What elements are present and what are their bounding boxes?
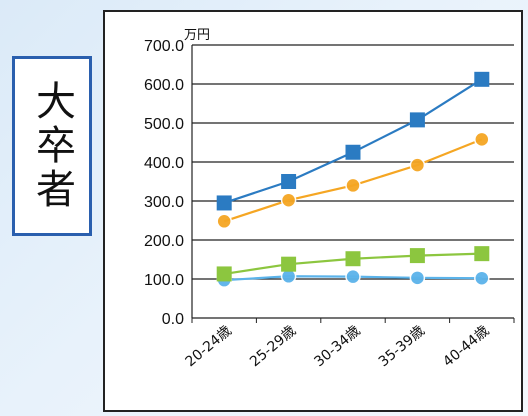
data-point	[474, 71, 490, 87]
data-point	[409, 157, 426, 173]
y-tick-label: 0.0	[162, 311, 184, 328]
data-point	[216, 195, 232, 211]
unit-label: 万円	[184, 28, 210, 43]
data-point	[281, 174, 297, 189]
x-tick-label: 30-34歳	[311, 323, 363, 370]
y-tick-label: 700.0	[144, 38, 184, 55]
y-tick-label: 600.0	[144, 77, 184, 94]
x-tick-label: 20-24歳	[183, 323, 235, 370]
side-label: 大卒者	[29, 80, 75, 212]
data-point	[345, 251, 361, 267]
data-point	[345, 144, 361, 160]
data-point	[409, 248, 425, 264]
x-tick-label: 35-39歳	[376, 323, 428, 370]
x-tick-label: 25-29歳	[247, 323, 299, 370]
data-point	[474, 131, 490, 148]
y-tick-label: 400.0	[144, 155, 184, 172]
data-point	[474, 270, 490, 286]
data-point	[409, 112, 425, 128]
data-point	[345, 268, 361, 285]
y-tick-label: 100.0	[144, 272, 184, 289]
x-tick-label: 40-44歳	[440, 323, 492, 370]
y-tick-label: 300.0	[144, 194, 184, 211]
data-point	[474, 246, 490, 262]
y-tick-label: 500.0	[144, 116, 184, 133]
chart-frame	[103, 10, 523, 412]
y-tick-label: 200.0	[144, 233, 184, 250]
data-point	[280, 192, 297, 208]
data-point	[216, 213, 232, 230]
data-point	[216, 266, 232, 282]
data-point	[409, 270, 426, 286]
data-point	[345, 177, 361, 194]
side-label-box: 大卒者	[12, 56, 92, 236]
data-point	[281, 256, 297, 272]
